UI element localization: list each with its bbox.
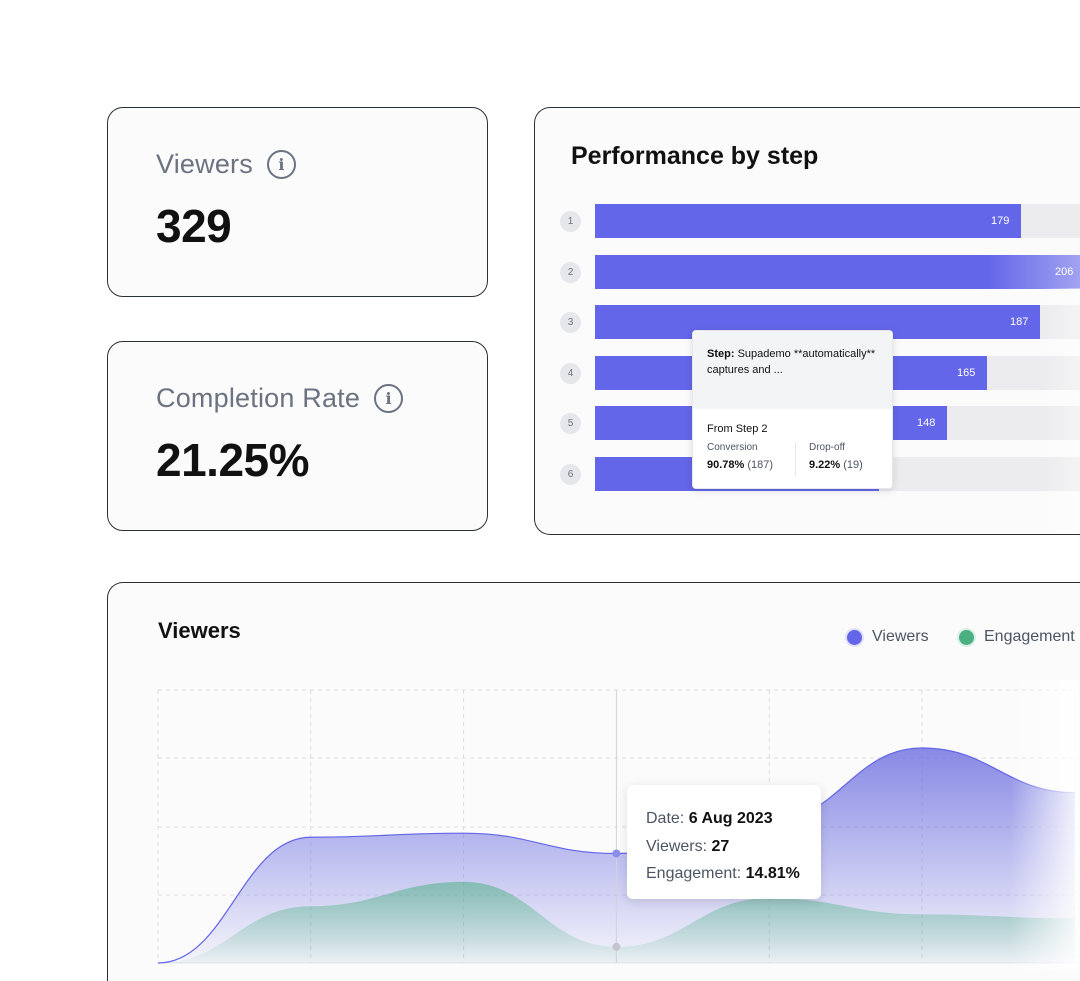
tooltip-viewers-row: Viewers: 27 xyxy=(646,833,821,861)
dropoff-value: 9.22% xyxy=(809,459,841,471)
step-bar-value: 206 xyxy=(1055,266,1074,278)
completion-rate-stat-card: Completion Rate i 21.25% xyxy=(107,341,488,531)
step-bar-value: 165 xyxy=(957,367,976,379)
step-bar-track: 206 xyxy=(595,255,1080,289)
legend-item-viewers[interactable]: Viewers xyxy=(847,628,929,646)
step-number: 2 xyxy=(560,262,581,283)
viewers-stat-card: Viewers i 329 xyxy=(107,107,488,297)
step-bar-value: 179 xyxy=(991,215,1010,227)
step-number: 1 xyxy=(560,211,581,232)
step-bar-value: 148 xyxy=(917,417,936,429)
tooltip-date-value: 6 Aug 2023 xyxy=(688,810,773,827)
performance-by-step-card: Performance by step 1 179 2 206 3 187 4 165 5 148… xyxy=(534,107,1080,535)
chart-fade-overlay xyxy=(1010,680,1080,970)
conversion-value-line: 90.78% (187) xyxy=(707,459,773,471)
step-number: 4 xyxy=(560,363,581,384)
legend-item-engagement[interactable]: Engagement xyxy=(959,628,1075,646)
completion-rate-stat-value: 21.25% xyxy=(156,434,310,486)
step-bar-track: 179 xyxy=(595,204,1080,238)
step-tooltip-from: From Step 2 xyxy=(707,423,768,435)
conversion-count: (187) xyxy=(747,459,774,471)
viewers-stat-header: Viewers i xyxy=(156,149,296,180)
performance-title: Performance by step xyxy=(571,142,819,170)
tooltip-engagement-row: Engagement: 14.81% xyxy=(646,860,821,888)
viewers-legend-dot-icon xyxy=(847,629,862,645)
tooltip-engagement-value: 14.81% xyxy=(745,865,800,882)
viewers-chart-title: Viewers xyxy=(158,618,241,643)
viewers-stat-value: 329 xyxy=(156,200,232,252)
dropoff-value-line: 9.22% (19) xyxy=(809,459,863,471)
step-number: 6 xyxy=(560,464,581,485)
step-number: 5 xyxy=(560,413,581,434)
step-bar[interactable] xyxy=(595,255,1080,289)
dropoff-label: Drop-off xyxy=(809,442,845,453)
viewers-stat-label: Viewers xyxy=(156,149,253,179)
step-tooltip-step-label: Step: xyxy=(707,348,735,360)
legend-label-engagement: Engagement xyxy=(984,628,1075,645)
step-row[interactable]: 1 179 xyxy=(535,204,1080,238)
tooltip-divider xyxy=(795,442,796,476)
step-row[interactable]: 2 206 xyxy=(535,255,1080,289)
dropoff-column: Drop-off 9.22% (19) xyxy=(809,442,863,471)
engagement-hover-point[interactable] xyxy=(612,942,621,951)
step-tooltip-header: Step: Supademo **automatically** capture… xyxy=(693,331,892,409)
tooltip-viewers-label: Viewers: xyxy=(646,837,708,855)
tooltip-viewers-value: 27 xyxy=(711,837,730,855)
conversion-column: Conversion 90.78% (187) xyxy=(707,442,773,471)
engagement-series-area xyxy=(158,881,1075,963)
chart-tooltip: Date: 6 Aug 2023 Viewers: 27 Engagement:… xyxy=(627,785,821,899)
engagement-legend-dot-icon xyxy=(959,629,974,645)
dropoff-count: (19) xyxy=(843,459,863,471)
tooltip-date-label: Date: xyxy=(646,810,685,827)
step-bar[interactable] xyxy=(595,204,1021,238)
step-tooltip: Step: Supademo **automatically** capture… xyxy=(692,330,893,489)
conversion-label: Conversion xyxy=(707,442,758,453)
step-number: 3 xyxy=(560,312,581,333)
tooltip-engagement-label: Engagement: xyxy=(646,865,742,882)
completion-rate-stat-label: Completion Rate xyxy=(156,383,361,413)
step-bar-value: 187 xyxy=(1010,316,1029,328)
viewers-hover-point[interactable] xyxy=(612,849,621,858)
info-icon[interactable]: i xyxy=(374,384,404,413)
legend-label-viewers: Viewers xyxy=(872,628,929,645)
conversion-value: 90.78% xyxy=(707,459,745,471)
info-icon[interactable]: i xyxy=(266,150,296,179)
step-tooltip-step-text: Supademo **automatically** captures and … xyxy=(707,348,876,376)
tooltip-date-row: Date: 6 Aug 2023 xyxy=(646,805,821,833)
completion-rate-stat-header: Completion Rate i xyxy=(156,383,404,414)
